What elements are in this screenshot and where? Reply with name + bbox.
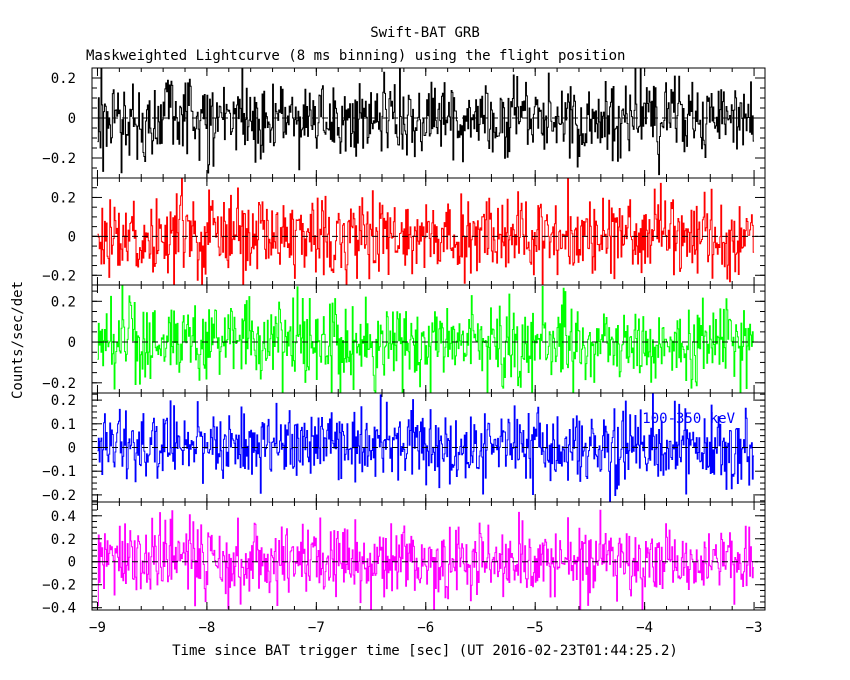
chart-title: Swift-BAT GRB [370, 25, 480, 41]
y-tick-label-2-0: −0.2 [42, 376, 76, 392]
y-tick-label-3-4: 0.2 [51, 393, 76, 409]
y-tick-label-1-2: 0.2 [51, 190, 76, 206]
y-tick-label-2-1: 0 [68, 335, 76, 351]
lightcurve-series-0 [97, 68, 755, 176]
panel-3: −0.2 −0.1 0 0.1 0.2 100-350 keV [42, 392, 766, 504]
y-tick-label-3-0: −0.2 [42, 488, 76, 504]
x-tick-label-4: −5 [527, 620, 544, 636]
y-tick-label-1-0: −0.2 [42, 268, 76, 284]
lightcurve-series-3 [97, 393, 755, 502]
panel-frame-4 [91, 501, 766, 611]
y-tick-label-3-2: 0 [68, 441, 76, 457]
panel-0: −0.2 0 0.2 [42, 67, 766, 179]
y-tick-label-4-3: 0.2 [51, 532, 76, 548]
y-tick-label-4-1: −0.2 [42, 578, 76, 594]
y-tick-label-3-3: 0.1 [51, 417, 76, 433]
lightcurve-series-4 [97, 509, 755, 610]
x-tick-label-6: −3 [746, 620, 763, 636]
x-axis-label: Time since BAT trigger time [sec] (UT 20… [172, 643, 678, 659]
y-tick-label-0-1: 0 [68, 111, 76, 127]
chart-subtitle: Maskweighted Lightcurve (8 ms binning) u… [86, 48, 625, 64]
x-tick-label-1: −8 [198, 620, 215, 636]
x-tick-label-2: −7 [308, 620, 325, 636]
y-tick-label-0-2: 0.2 [51, 71, 76, 87]
lightcurve-series-2 [97, 285, 755, 393]
x-tick-label-0: −9 [89, 620, 106, 636]
x-tick-label-5: −4 [636, 620, 653, 636]
x-tick-label-3: −6 [417, 620, 434, 636]
y-tick-label-4-0: −0.4 [42, 601, 76, 617]
y-tick-label-3-1: −0.1 [42, 464, 76, 480]
y-tick-label-1-1: 0 [68, 229, 76, 245]
panel-2: −0.2 0 0.2 [42, 284, 766, 394]
y-tick-label-4-2: 0 [68, 555, 76, 571]
lightcurve-series-1 [97, 178, 755, 285]
y-tick-label-4-4: 0.4 [51, 509, 76, 525]
panel-1: −0.2 0 0.2 [42, 177, 766, 286]
y-tick-label-0-0: −0.2 [42, 151, 76, 167]
y-axis-label: Counts/sec/det [10, 281, 26, 399]
band-label-3: 100-350 keV [642, 411, 735, 427]
x-axis: −9 −8 −7 −6 −5 −4 −3 [89, 620, 762, 636]
y-tick-label-2-2: 0.2 [51, 294, 76, 310]
panels-group: −0.200.2−0.200.2−0.200.2−0.2−0.100.10.21… [42, 67, 766, 617]
panel-4: −0.4 −0.2 0 0.2 0.4 [42, 501, 766, 617]
